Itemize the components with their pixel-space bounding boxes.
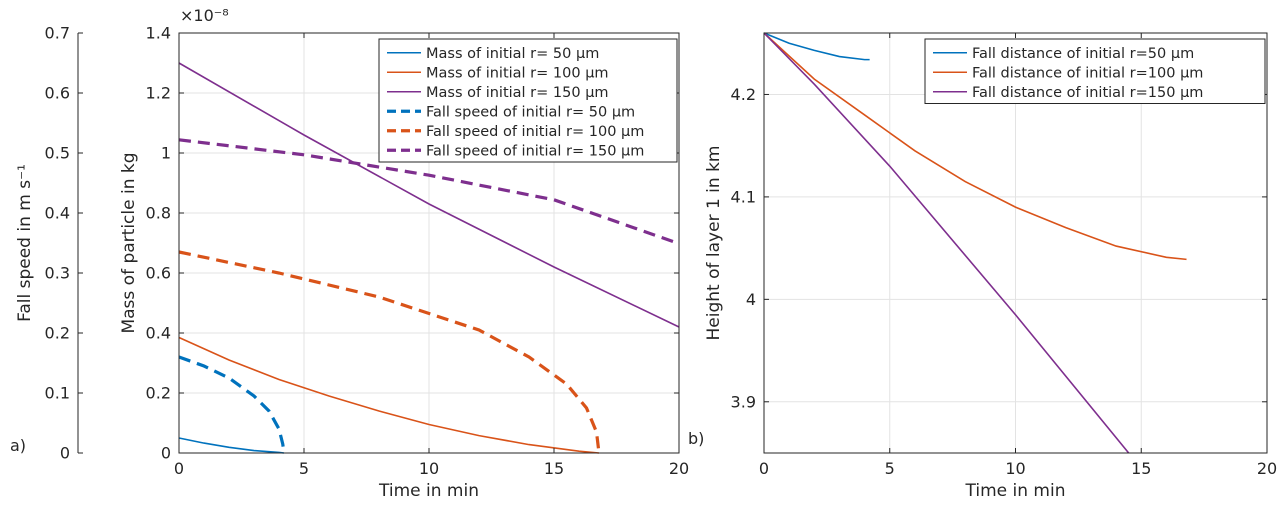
series-line-3 [178, 62, 680, 328]
panel-a-ticks: 0 5 10 15 20 0 0.2 0.4 0.6 0.8 1 1.2 1.4 0 0.1 0.2 0.3 0.… [45, 24, 690, 479]
legend-entry: Fall distance of initial r=50 μm [972, 46, 1194, 62]
secondary-y-tick-label: 0.5 [45, 144, 70, 163]
panel-b-series [763, 32, 1187, 454]
series-line-6 [178, 138, 680, 246]
y-tick-label: 1 [161, 144, 171, 163]
legend-box [924, 38, 1266, 104]
x-tick-label: 15 [1131, 459, 1151, 478]
secondary-y-tick-label: 0.1 [45, 384, 70, 403]
x-tick-label: 5 [885, 459, 895, 478]
series-line-4 [178, 355, 286, 454]
x-tick-label: 15 [544, 459, 564, 478]
panel-a-series [178, 62, 680, 454]
x-tick-label: 0 [174, 459, 184, 478]
x-tick-label: 20 [1257, 459, 1277, 478]
x-tick-label: 5 [299, 459, 309, 478]
legend-entry: Mass of initial r= 50 μm [426, 46, 599, 62]
legend-entry: Fall distance of initial r=150 μm [972, 85, 1203, 101]
y-tick-label: 0 [161, 444, 171, 463]
panel-b-legend: Fall distance of initial r=50 μm Fall dis… [924, 38, 1266, 104]
secondary-y-tick-label: 0.2 [45, 324, 70, 343]
secondary-y-tick-label: 0 [60, 444, 70, 463]
legend-entry: Fall speed of initial r= 150 μm [426, 143, 644, 159]
series-line-5 [178, 250, 601, 454]
legend-entry: Mass of initial r= 150 μm [426, 85, 609, 101]
series-line-3 [763, 32, 1130, 454]
panel-a-y-exponent: ×10⁻⁸ [180, 6, 229, 25]
y-tick-label: 4 [746, 290, 756, 309]
y-tick-label: 4.1 [731, 187, 756, 206]
legend-entry: Fall speed of initial r= 50 μm [426, 104, 635, 120]
y-tick-label: 0.6 [146, 264, 171, 283]
panel-b-ticks: 0 5 10 15 20 3.9 4 4.1 4.2 [731, 33, 1277, 478]
panel-b-y-label: Height of layer 1 in km [704, 146, 724, 341]
legend-entry: Fall distance of initial r=100 μm [972, 65, 1203, 81]
panel-a-tag: a) [10, 436, 26, 455]
panel-a-legend: Mass of initial r= 50 μm Mass of initial … [378, 38, 678, 163]
series-line-2 [763, 32, 1187, 261]
legend-entry: Fall speed of initial r= 100 μm [426, 124, 644, 140]
series-line-1 [178, 437, 285, 454]
panel-a-x-label: Time in min [378, 481, 479, 501]
panel-a-secondary-y-label: Fall speed in m s⁻¹ [15, 164, 35, 322]
series-line-1 [763, 32, 870, 61]
panel-b: 0 5 10 15 20 3.9 4 4.1 4.2 Time in min Height of… [688, 32, 1277, 501]
legend-box [378, 38, 678, 163]
secondary-y-tick-label: 0.3 [45, 264, 70, 283]
secondary-y-tick-label: 0.4 [45, 204, 70, 223]
x-tick-label: 10 [1005, 459, 1025, 478]
secondary-y-tick-label: 0.6 [45, 84, 70, 103]
y-tick-label: 1.2 [146, 84, 171, 103]
y-tick-label: 3.9 [731, 392, 756, 411]
y-tick-label: 1.4 [146, 24, 171, 43]
legend-entry: Mass of initial r= 100 μm [426, 65, 609, 81]
series-line-2 [178, 336, 600, 454]
panel-b-tag: b) [688, 429, 704, 448]
y-tick-label: 0.4 [146, 324, 171, 343]
secondary-y-tick-label: 0.7 [45, 24, 70, 43]
x-tick-label: 0 [759, 459, 769, 478]
panel-a-y-label: Mass of particle in kg [119, 152, 139, 333]
y-tick-label: 0.8 [146, 204, 171, 223]
panel-a: 0 5 10 15 20 0 0.2 0.4 0.6 0.8 1 1.2 1.4 0 0.1 0.2 0.3 0.… [10, 6, 689, 501]
panel-b-x-label: Time in min [965, 481, 1066, 501]
y-tick-label: 4.2 [731, 85, 756, 104]
x-tick-label: 10 [419, 459, 439, 478]
y-tick-label: 0.2 [146, 384, 171, 403]
x-tick-label: 20 [669, 459, 689, 478]
